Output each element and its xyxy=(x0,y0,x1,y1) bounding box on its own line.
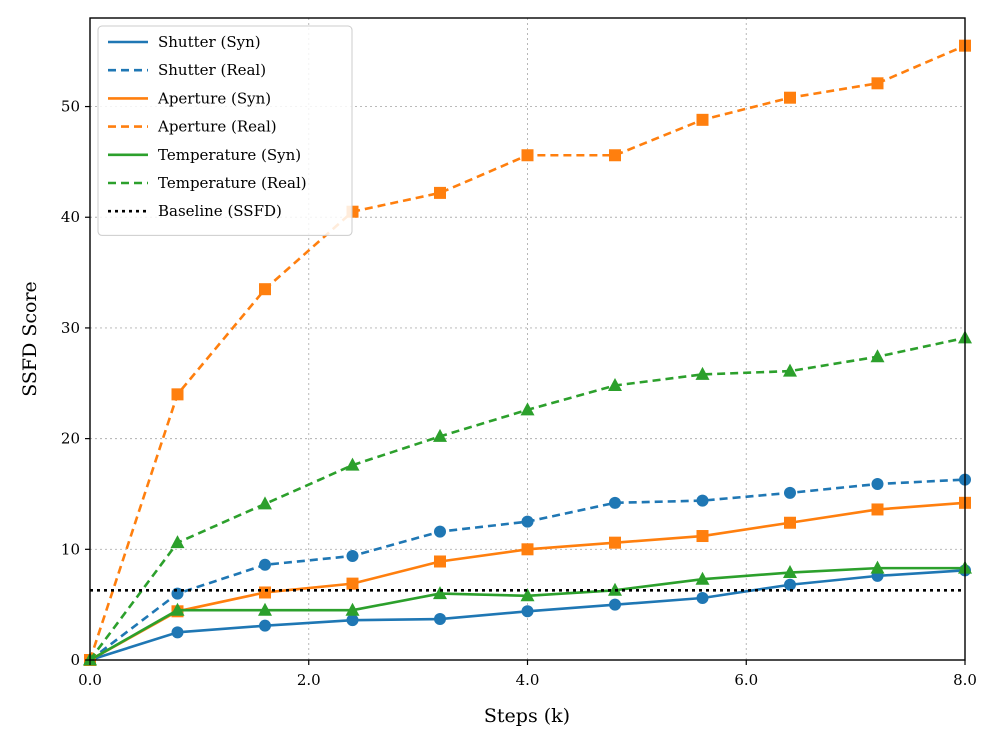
data-point xyxy=(695,571,710,585)
data-point xyxy=(521,515,534,528)
data-point xyxy=(170,602,185,616)
legend-label: Aperture (Syn) xyxy=(157,89,271,107)
data-point xyxy=(609,496,621,509)
data-point xyxy=(345,602,360,616)
y-tick-label: 0 xyxy=(70,651,80,669)
data-point xyxy=(696,113,709,126)
y-tick-label: 30 xyxy=(61,319,80,337)
legend-label: Shutter (Real) xyxy=(158,61,266,79)
data-point xyxy=(258,496,272,510)
x-tick-label: 8.0 xyxy=(953,671,977,689)
data-point xyxy=(784,486,796,499)
data-point xyxy=(346,577,359,590)
data-point xyxy=(433,428,447,442)
data-point xyxy=(696,494,709,507)
y-tick-label: 10 xyxy=(61,540,80,558)
data-point xyxy=(521,605,534,618)
data-point xyxy=(609,598,621,611)
x-tick-label: 0.0 xyxy=(78,671,102,689)
data-point xyxy=(871,503,884,516)
data-point xyxy=(696,530,709,543)
legend-label: Temperature (Syn) xyxy=(158,146,301,164)
data-point xyxy=(520,402,535,416)
y-tick-label: 20 xyxy=(61,430,80,448)
data-point xyxy=(784,91,796,104)
y-tick-label: 50 xyxy=(61,98,80,116)
data-point xyxy=(870,560,885,574)
data-point xyxy=(434,186,446,199)
legend: Shutter (Syn) Shutter (Real) Aperture (Syn… xyxy=(97,25,353,236)
data-point xyxy=(870,349,885,363)
x-tick-label: 2.0 xyxy=(297,671,321,689)
data-point xyxy=(259,283,271,296)
data-point xyxy=(784,516,796,529)
data-point xyxy=(170,535,185,549)
data-point xyxy=(695,366,710,380)
data-point xyxy=(258,602,272,616)
data-point xyxy=(346,549,359,562)
data-point xyxy=(434,613,446,626)
data-point xyxy=(608,377,622,391)
data-point xyxy=(520,588,535,602)
data-point xyxy=(783,363,797,377)
data-point xyxy=(433,586,447,600)
data-point xyxy=(259,586,271,599)
series-layer xyxy=(83,39,972,666)
legend-label: Temperature (Real) xyxy=(158,174,307,192)
x-tick-label: 4.0 xyxy=(516,671,540,689)
series-temperature-real xyxy=(83,330,972,666)
data-point xyxy=(871,478,884,491)
data-point xyxy=(434,555,446,568)
data-point xyxy=(346,614,359,627)
data-point xyxy=(259,619,271,632)
data-point xyxy=(871,77,884,90)
legend-label: Aperture (Real) xyxy=(157,118,277,136)
data-point xyxy=(171,626,184,639)
data-point xyxy=(783,565,797,579)
data-point xyxy=(609,149,621,162)
data-point xyxy=(784,578,796,591)
data-point xyxy=(609,536,621,549)
data-point xyxy=(171,388,184,401)
legend-label: Shutter (Syn) xyxy=(158,33,261,51)
data-point xyxy=(345,457,360,471)
x-tick-label: 6.0 xyxy=(734,671,758,689)
y-axis-title: SSFD Score xyxy=(19,281,41,397)
data-point xyxy=(434,525,446,538)
data-point xyxy=(521,543,534,556)
tick-layer: 0.0 2.0 4.0 6.0 8.0 0 10 20 30 40 50 xyxy=(61,98,977,689)
x-axis-title: Steps (k) xyxy=(484,705,570,727)
legend-box xyxy=(97,25,353,236)
data-point xyxy=(696,592,709,605)
y-tick-label: 40 xyxy=(61,208,80,226)
data-point xyxy=(259,558,271,571)
data-point xyxy=(521,149,534,162)
legend-label: Baseline (SSFD) xyxy=(158,202,282,220)
